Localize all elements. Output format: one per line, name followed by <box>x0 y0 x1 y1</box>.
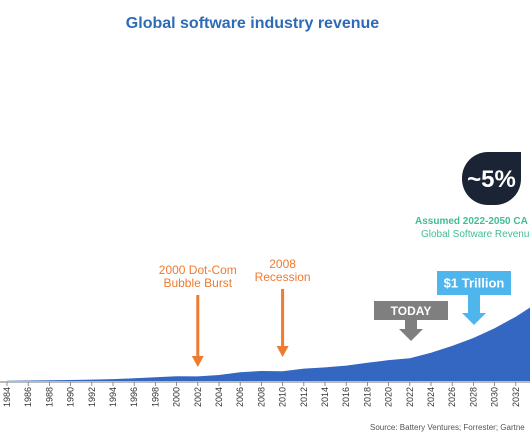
annotation-0-line-0: 2000 Dot-Com <box>159 263 237 277</box>
annotation-2-label: TODAY <box>391 304 432 318</box>
annotation-1-line-1: Recession <box>255 270 311 284</box>
x-tick-label-2024: 2024 <box>426 387 436 407</box>
x-tick-label-1988: 1988 <box>44 387 54 407</box>
x-tick-label-2026: 2026 <box>447 387 457 407</box>
x-tick-label-2030: 2030 <box>490 387 500 407</box>
x-tick-label-2032: 2032 <box>511 387 521 407</box>
chart-title: Global software industry revenue <box>125 15 380 32</box>
cagr-badge <box>462 152 521 205</box>
x-tick-label-2006: 2006 <box>235 387 245 407</box>
x-tick-label-2000: 2000 <box>172 387 182 407</box>
x-tick-label-1990: 1990 <box>66 387 76 407</box>
x-tick-label-2002: 2002 <box>193 387 203 407</box>
revenue-area <box>7 307 530 381</box>
source-note: Source: Battery Ventures; Forrester; Gar… <box>370 423 525 432</box>
x-tick-label-2022: 2022 <box>405 387 415 407</box>
x-tick-label-1996: 1996 <box>129 387 139 407</box>
x-tick-label-2008: 2008 <box>256 387 266 407</box>
annotation-3-arrow <box>462 295 486 325</box>
x-tick-label-1992: 1992 <box>87 387 97 407</box>
x-tick-label-1998: 1998 <box>150 387 160 407</box>
annotation-3-label: $1 Trillion <box>444 276 505 291</box>
x-tick-label-2012: 2012 <box>299 387 309 407</box>
x-tick-label-2028: 2028 <box>468 387 478 407</box>
x-tick-label-2016: 2016 <box>341 387 351 407</box>
x-tick-label-2018: 2018 <box>362 387 372 407</box>
x-tick-label-1986: 1986 <box>23 387 33 407</box>
x-tick-label-1994: 1994 <box>108 387 118 407</box>
x-tick-label-2020: 2020 <box>384 387 394 407</box>
cagr-caption-line-1: Assumed 2022-2050 CA <box>415 216 528 227</box>
annotation-2-box <box>374 301 448 320</box>
x-tick-label-1984: 1984 <box>2 387 12 407</box>
cagr-badge-label: ~5% <box>467 166 516 193</box>
x-tick-label-2004: 2004 <box>214 387 224 407</box>
annotation-0-line-1: Bubble Burst <box>163 276 232 290</box>
cagr-caption-line-2: Global Software Revenu <box>421 229 529 240</box>
annotation-1-arrowhead <box>276 346 289 357</box>
annotation-0-arrowhead <box>191 356 204 367</box>
annotation-1-line-0: 2008 <box>269 257 296 271</box>
annotation-2-arrow <box>399 320 423 341</box>
x-tick-label-2010: 2010 <box>278 387 288 407</box>
annotation-3-box <box>437 271 511 295</box>
x-tick-label-2014: 2014 <box>320 387 330 407</box>
